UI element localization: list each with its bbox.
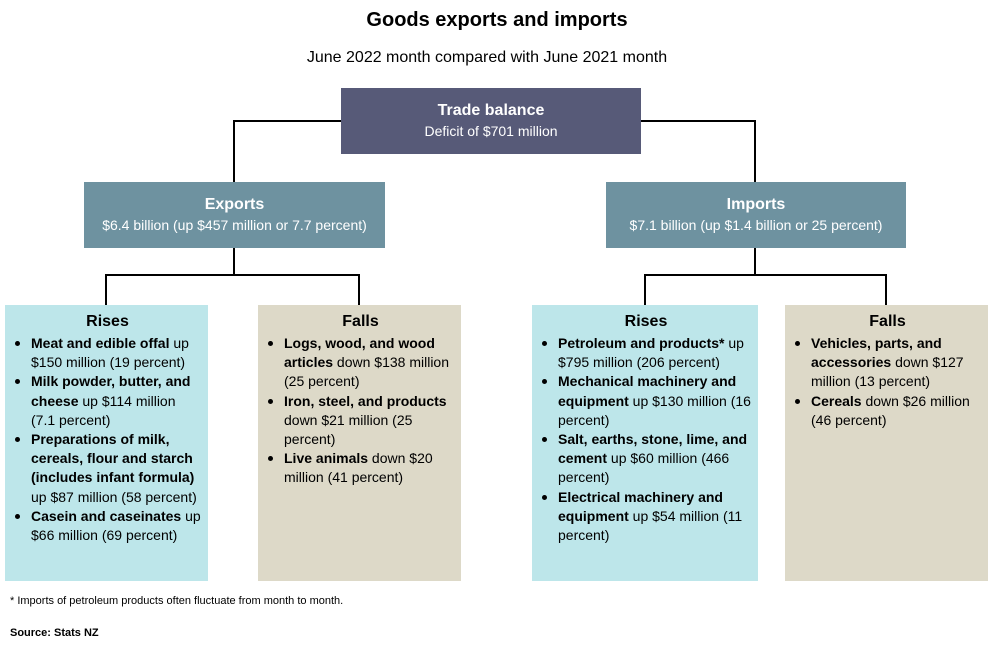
item-label: Salt, earths, stone, lime, and cement — [558, 431, 748, 467]
import-rises-list: Petroleum and products* up $795 million … — [540, 334, 752, 545]
item-change: up $795 million (206 percent) — [558, 335, 744, 371]
export-rises-box: Rises Meat and edible offal up $150 mill… — [5, 305, 208, 581]
item-change: down $138 million (25 percent) — [284, 354, 450, 390]
export-rises-heading: Rises — [86, 313, 129, 330]
list-item: Electrical machinery and equipment up $5… — [542, 488, 752, 546]
list-item: Preparations of milk, cereals, flour and… — [15, 430, 202, 507]
item-label: Casein and caseinates — [31, 507, 182, 524]
export-falls-heading: Falls — [342, 313, 379, 330]
import-rises-heading: Rises — [624, 313, 668, 330]
exports-value: $6.4 billion (up $457 million or 7.7 per… — [102, 217, 367, 233]
trade-balance-box: Trade balance Deficit of $701 million — [341, 88, 641, 154]
list-item: Cereals down $26 million (46 percent) — [795, 392, 982, 430]
list-item: Milk powder, butter, and cheese up $114 … — [15, 372, 202, 430]
list-item: Meat and edible offal up $150 million (1… — [15, 334, 202, 372]
connector-exports-branch — [105, 274, 360, 305]
connector-imports-branch — [644, 274, 887, 305]
footnote: * Imports of petroleum products often fl… — [10, 595, 344, 607]
import-falls-box: Falls Vehicles, parts, and accessories d… — [785, 305, 988, 581]
connector-trade-to-imports — [641, 120, 756, 182]
item-change: up $60 million (466 percent) — [558, 450, 730, 486]
item-change: down $26 million (46 percent) — [811, 392, 970, 428]
exports-box: Exports $6.4 billion (up $457 million or… — [84, 182, 385, 248]
item-change: up $54 million (11 percent) — [558, 507, 743, 544]
item-label: Milk powder, butter, and cheese — [31, 373, 191, 409]
item-label: Cereals — [811, 392, 862, 409]
exports-heading: Exports — [204, 196, 265, 213]
export-falls-box: Falls Logs, wood, and wood articles down… — [258, 305, 461, 581]
imports-value: $7.1 billion (up $1.4 billion or 25 perc… — [629, 217, 883, 233]
item-change: up $66 million (69 percent) — [31, 507, 201, 544]
item-label: Electrical machinery and equipment — [558, 488, 723, 524]
item-label: Meat and edible offal — [31, 335, 170, 351]
item-change: up $114 million (7.1 percent) — [31, 392, 176, 428]
item-label: Mechanical machinery and equipment — [558, 373, 737, 409]
list-item: Mechanical machinery and equipment up $1… — [542, 372, 752, 430]
trade-balance-heading: Trade balance — [437, 102, 545, 119]
item-label: Preparations of milk, cereals, flour and… — [31, 431, 195, 486]
export-rises-list: Meat and edible offal up $150 million (1… — [13, 334, 202, 545]
list-item: Iron, steel, and products down $21 milli… — [268, 392, 455, 450]
list-item: Casein and caseinates up $66 million (69… — [15, 507, 202, 545]
item-label: Logs, wood, and wood articles — [284, 335, 435, 371]
diagram-title: Goods exports and imports — [366, 9, 628, 31]
item-label: Iron, steel, and products — [284, 392, 447, 409]
item-change: down $20 million (41 percent) — [284, 450, 433, 486]
diagram-subtitle: June 2022 month compared with June 2021 … — [306, 49, 668, 66]
import-rises-box: Rises Petroleum and products* up $795 mi… — [532, 305, 758, 581]
item-label: Petroleum and products* — [558, 335, 725, 351]
item-change: down $21 million (25 percent) — [284, 411, 413, 448]
import-falls-heading: Falls — [869, 313, 906, 330]
item-change: up $87 million (58 percent) — [31, 488, 197, 505]
import-falls-list: Vehicles, parts, and accessories down $1… — [793, 334, 982, 430]
item-change: down $127 million (13 percent) — [811, 354, 964, 390]
item-change: up $130 million (16 percent) — [558, 392, 751, 428]
list-item: Live animals down $20 million (41 percen… — [268, 449, 455, 487]
list-item: Logs, wood, and wood articles down $138 … — [268, 334, 455, 392]
list-item: Salt, earths, stone, lime, and cement up… — [542, 430, 752, 488]
imports-heading: Imports — [726, 196, 786, 213]
source-note: Source: Stats NZ — [10, 627, 99, 639]
trade-balance-value: Deficit of $701 million — [424, 123, 558, 139]
export-falls-list: Logs, wood, and wood articles down $138 … — [266, 334, 455, 488]
connector-trade-to-exports — [233, 120, 341, 182]
imports-box: Imports $7.1 billion (up $1.4 billion or… — [606, 182, 906, 248]
list-item: Vehicles, parts, and accessories down $1… — [795, 334, 982, 392]
item-label: Live animals — [284, 450, 369, 467]
item-label: Vehicles, parts, and accessories — [811, 335, 942, 371]
item-change: up $150 million (19 percent) — [31, 335, 189, 371]
list-item: Petroleum and products* up $795 million … — [542, 334, 752, 372]
